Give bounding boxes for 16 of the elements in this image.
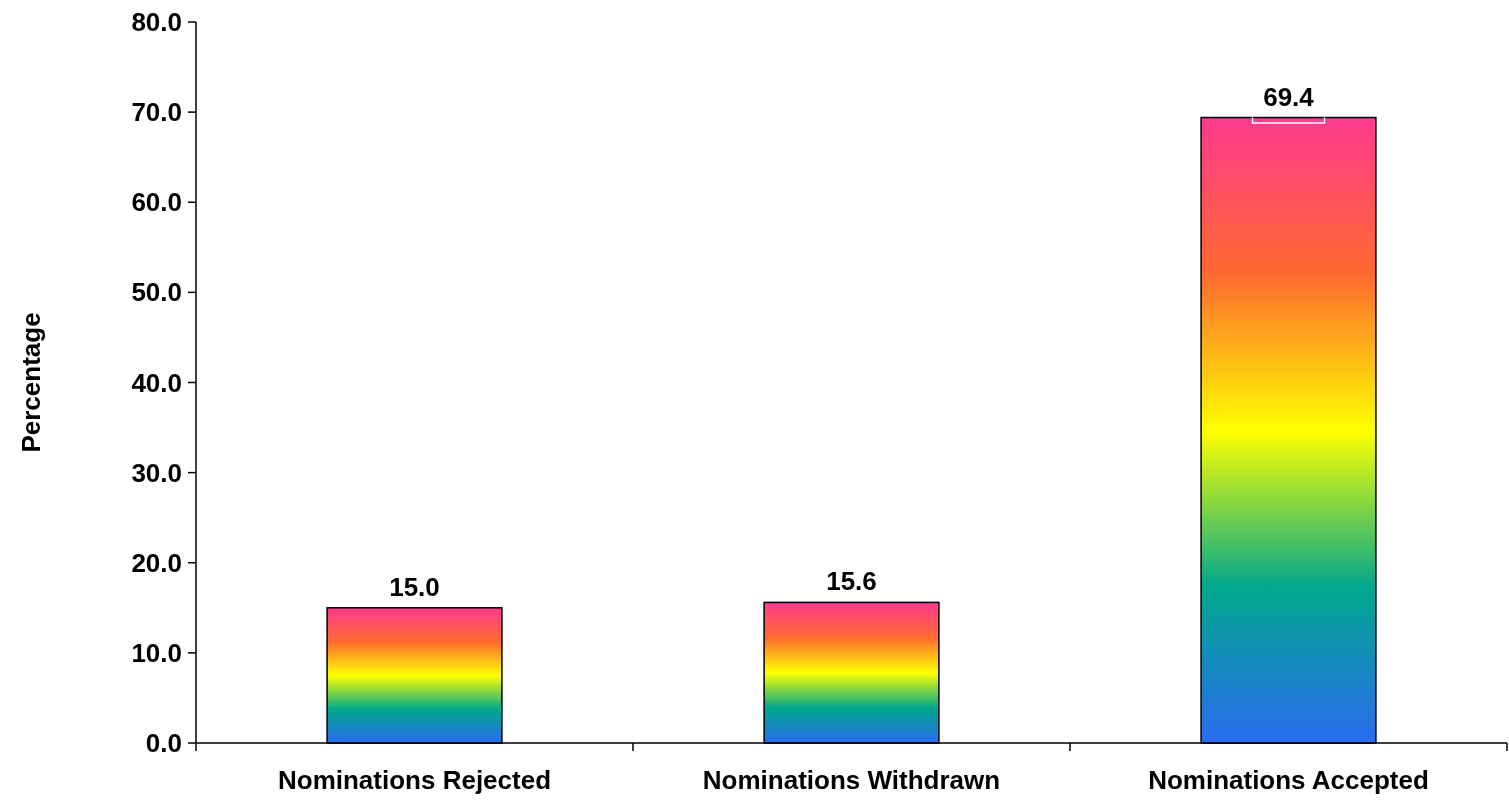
- x-tick-label: Nominations Withdrawn: [702, 765, 1001, 795]
- y-tick-label: 10.0: [131, 637, 182, 668]
- data-label: 69.4: [1263, 81, 1315, 112]
- data-label: 15.6: [826, 566, 877, 597]
- y-tick-label: 20.0: [131, 547, 182, 578]
- y-tick-label: 30.0: [131, 457, 182, 488]
- y-tick-label: 0.0: [145, 728, 182, 759]
- y-tick-label: 60.0: [131, 187, 182, 218]
- y-tick-label: 50.0: [131, 277, 182, 308]
- x-tick-label: Nominations Rejected: [277, 765, 552, 795]
- data-label: 15.0: [389, 571, 440, 602]
- y-tick-label: 40.0: [131, 367, 182, 398]
- y-tick-label: 70.0: [131, 97, 182, 128]
- y-axis-title: Percentage: [16, 312, 46, 453]
- y-tick-label: 80.0: [131, 7, 182, 38]
- x-tick-label: Nominations Accepted: [1148, 765, 1429, 795]
